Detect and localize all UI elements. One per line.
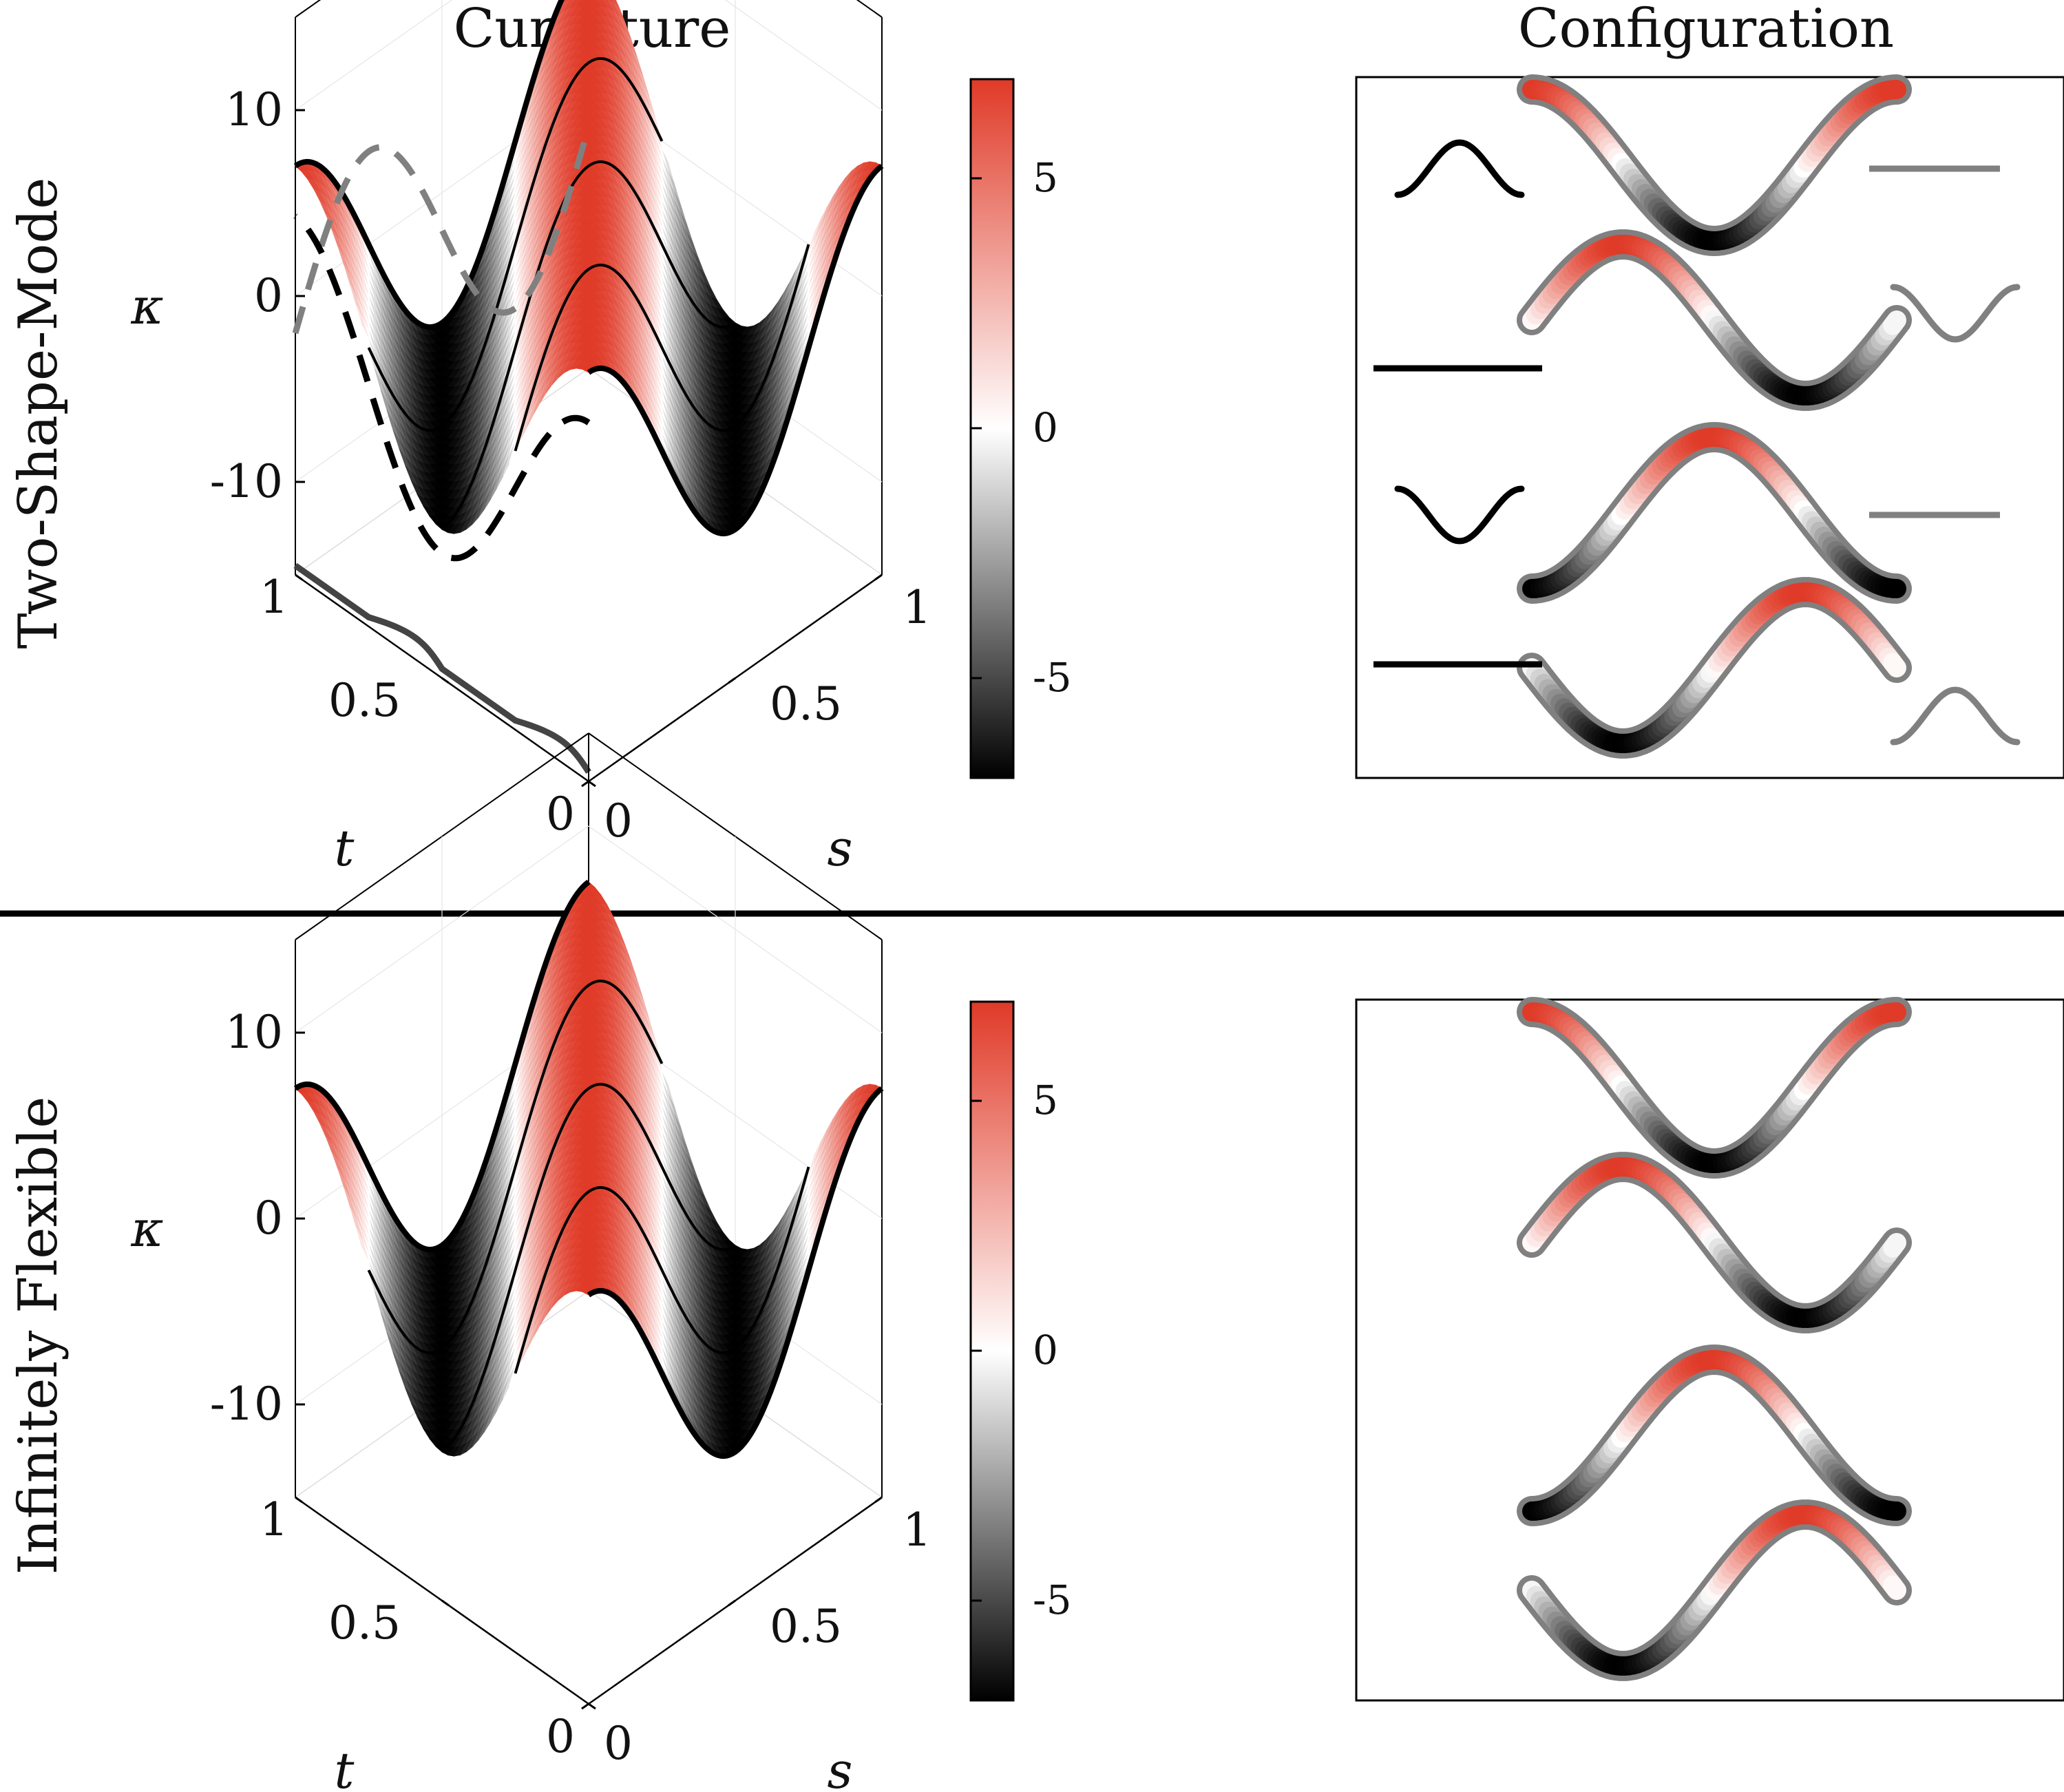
s-tick-label: 0.5 [770, 677, 842, 730]
t-tick-label: 1 [260, 571, 288, 624]
grid-line [295, 0, 883, 111]
snapshot-t-0.5 [1517, 422, 1912, 604]
curvature-profile-t-1 [293, 0, 565, 330]
colorbar-tick: 0 [1033, 404, 1058, 451]
surface-mesh [295, 881, 883, 1457]
t-tick-label: 0 [546, 788, 575, 841]
t-axis-label: t [335, 819, 355, 877]
shape-mode-2-projection [292, 125, 592, 335]
shape-mode-1-projection [293, 213, 591, 562]
s-tick-label: 1 [903, 581, 931, 634]
snapshot-segment [1883, 310, 1906, 335]
curvature-profile-t-0.75 [367, 56, 664, 432]
curvature-profile-t-0 [587, 163, 884, 537]
snapshot-t-0.25 [1517, 229, 1912, 411]
row-label-infinitely-flexible: Infinitely Flexible [8, 1097, 70, 1575]
s-tick-mark [874, 573, 883, 581]
mode1-indicator-positive [1394, 139, 1525, 198]
header-configuration: Configuration [1518, 0, 1894, 60]
mode1-indicator-negative [1394, 485, 1525, 545]
snapshot-t-0.75 [1517, 577, 1912, 759]
curvature-profile-t-0.25 [514, 244, 810, 452]
t-tick-mark [295, 573, 303, 581]
surface-mesh [295, 0, 883, 534]
snapshot-segment [1883, 653, 1906, 677]
snapshot-t-0 [1517, 74, 1912, 256]
t-tick-label: 0.5 [328, 674, 401, 727]
t-tick-mark [441, 677, 450, 684]
curvature-profile-t-0.5 [441, 160, 737, 531]
t-tick-mark [588, 780, 596, 788]
kappa-tick-label: 0 [254, 269, 283, 322]
mode2-indicator-positive [1890, 284, 2021, 343]
s-tick-mark [728, 677, 736, 684]
colorbar-tick: 5 [1033, 154, 1058, 201]
s-axis-label: s [828, 819, 853, 877]
colorbar-tick: -5 [1033, 654, 1072, 701]
s-tick-label: 0 [604, 794, 633, 847]
s-tick-mark [581, 780, 589, 788]
kappa-tick-label: 10 [225, 83, 283, 136]
gait-path [293, 562, 591, 774]
mode2-indicator-negative [1890, 686, 2021, 746]
kappa-axis-label: κ [130, 277, 163, 335]
kappa-tick-label: -10 [210, 455, 283, 508]
configuration-snapshots-two-shape-mode [1373, 74, 2021, 759]
row-label-two-shape-mode: Two-Shape-Mode [8, 178, 70, 649]
grid-line [295, 825, 883, 1033]
